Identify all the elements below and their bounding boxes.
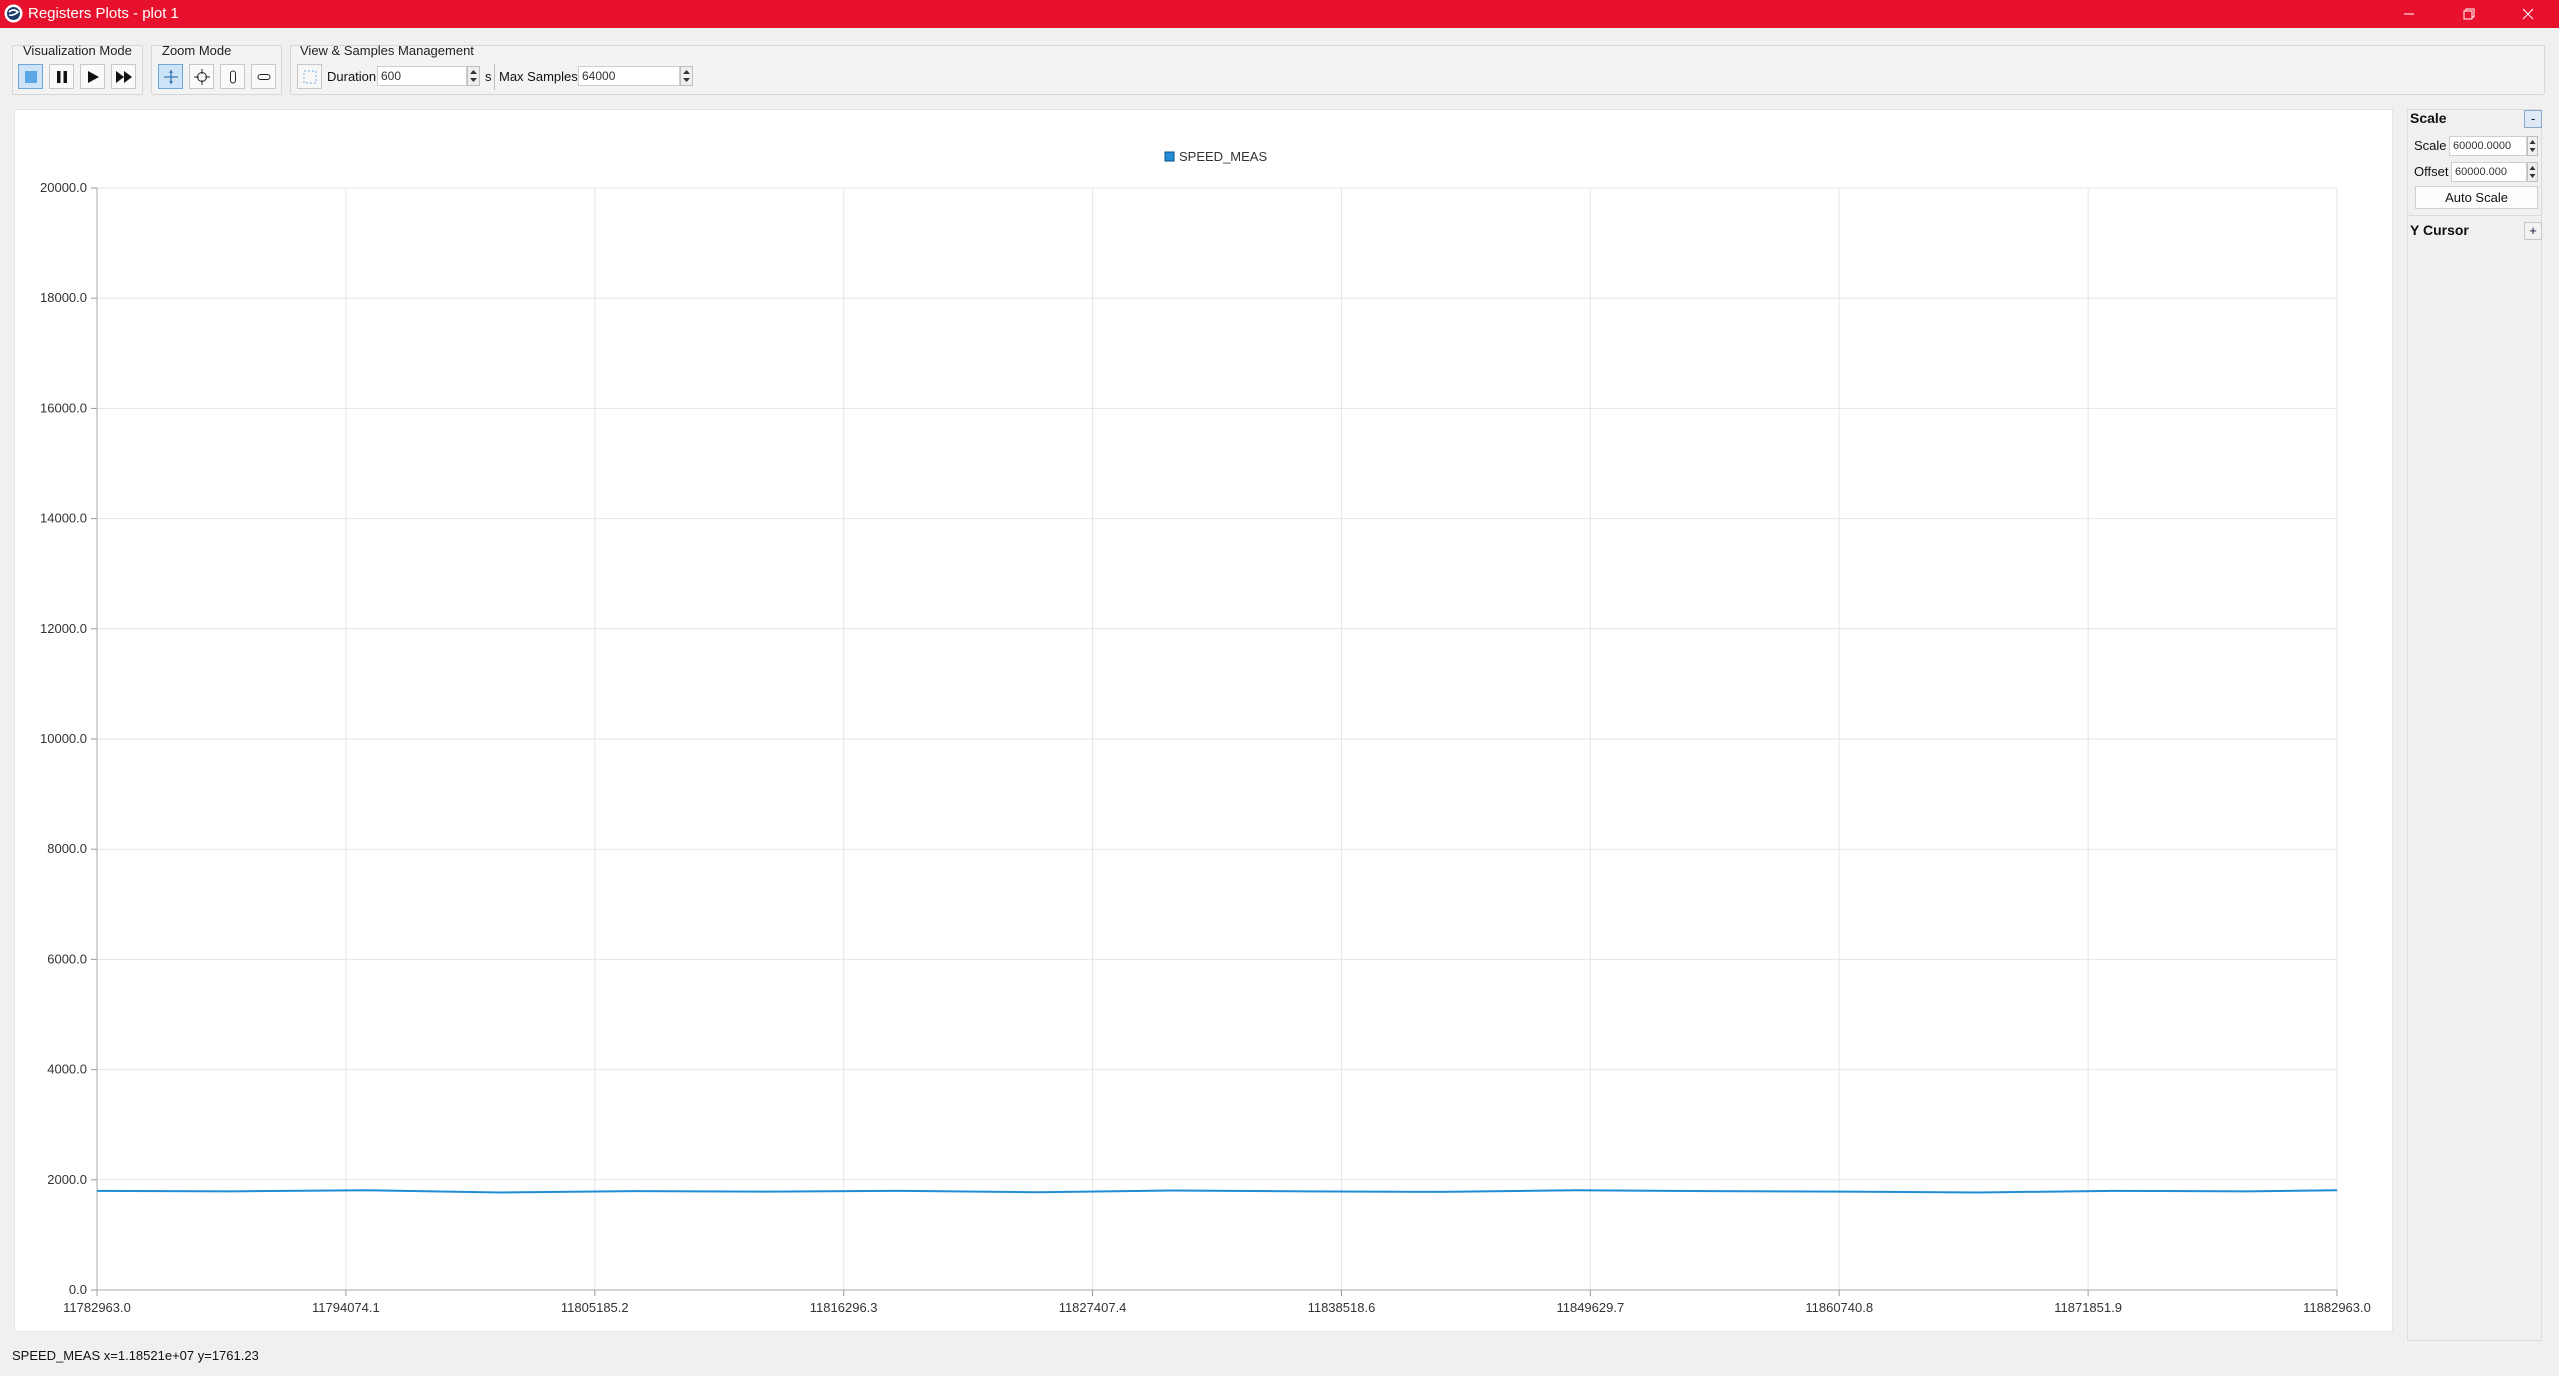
zoom-horizontal-icon [257, 73, 270, 80]
x-tick-label: 11838518.6 [1308, 1300, 1376, 1315]
offset-label: Offset [2414, 164, 2449, 179]
minimize-button[interactable] [2381, 0, 2437, 28]
zoom-x-button[interactable] [251, 64, 276, 89]
fast-forward-icon [115, 70, 132, 83]
title-bar: Registers Plots - plot 1 [0, 0, 2559, 28]
restore-button[interactable] [2441, 0, 2497, 28]
status-bar: SPEED_MEAS x=1.18521e+07 y=1761.23 [12, 1348, 259, 1363]
chart-area[interactable]: 11782963.0 11794074.1 11805185.2 11816296.3… [14, 109, 2393, 1332]
max-samples-label: Max Samples [499, 69, 578, 84]
crosshair-icon [193, 68, 210, 85]
zoom-xy-icon [163, 69, 178, 84]
x-tick-label: 11794074.1 [312, 1300, 380, 1315]
pause-icon [56, 70, 67, 83]
max-samples-input[interactable]: 64000 [578, 66, 680, 86]
close-button[interactable] [2500, 0, 2556, 28]
y-tick-label: 18000.0 [40, 290, 87, 305]
stop-icon [24, 70, 37, 83]
play-button[interactable] [80, 64, 105, 89]
x-tick-label: 11816296.3 [810, 1300, 878, 1315]
right-panel: Scale - Scale 60000.0000 Offset 60000.00… [2407, 109, 2542, 1341]
visualization-mode-label: Visualization Mode [23, 43, 132, 58]
zoom-pan-button[interactable] [189, 64, 214, 89]
fast-forward-button[interactable] [111, 64, 136, 89]
y-tick-label: 8000.0 [47, 841, 87, 856]
spin-arrows-icon [2529, 140, 2536, 152]
auto-scale-button[interactable]: Auto Scale [2415, 186, 2538, 209]
scale-spin-arrows[interactable] [2527, 136, 2538, 156]
divider [2408, 215, 2541, 216]
y-tick-label: 0.0 [69, 1282, 87, 1297]
y-tick-label: 20000.0 [40, 180, 87, 195]
y-tick-label: 6000.0 [47, 951, 87, 966]
x-tick-label: 11827407.4 [1059, 1300, 1127, 1315]
y-cursor-header: Y Cursor [2410, 222, 2469, 238]
minimize-icon [2404, 13, 2414, 15]
y-cursor-expand-button[interactable]: + [2524, 222, 2542, 240]
window-title: Registers Plots - plot 1 [28, 5, 179, 22]
zoom-xy-button[interactable] [158, 64, 183, 89]
restore-icon [2463, 8, 2475, 20]
x-tick-label: 11782963.0 [63, 1300, 131, 1315]
fit-view-icon [303, 70, 316, 83]
fit-view-button[interactable] [297, 64, 322, 89]
y-tick-label: 16000.0 [40, 400, 87, 415]
spin-arrows-icon [683, 70, 690, 82]
play-icon [87, 70, 99, 83]
view-samples-label: View & Samples Management [300, 43, 474, 58]
scale-input[interactable]: 60000.0000 [2449, 136, 2527, 156]
scale-header: Scale [2410, 110, 2447, 126]
zoom-mode-label: Zoom Mode [162, 43, 232, 58]
close-icon [2522, 8, 2534, 20]
app-logo-icon [4, 4, 23, 23]
y-tick-label: 12000.0 [40, 621, 87, 636]
spin-arrows-icon [470, 70, 477, 82]
duration-unit: s [485, 69, 492, 84]
zoom-vertical-icon [229, 70, 236, 83]
x-tick-label: 11849629.7 [1556, 1300, 1624, 1315]
y-tick-label: 2000.0 [47, 1172, 87, 1187]
speed-chart[interactable]: 11782963.0 11794074.1 11805185.2 11816296.3… [15, 110, 2392, 1331]
y-tick-label: 14000.0 [40, 511, 87, 526]
stop-button[interactable] [18, 64, 43, 89]
y-tick-label: 4000.0 [47, 1062, 87, 1077]
duration-spin-arrows[interactable] [467, 66, 480, 86]
y-tick-label: 10000.0 [40, 731, 87, 746]
duration-input[interactable]: 600 [377, 66, 467, 86]
legend-label: SPEED_MEAS [1179, 149, 1267, 164]
offset-input[interactable]: 60000.000 [2451, 162, 2527, 182]
spin-arrows-icon [2529, 166, 2536, 178]
scale-label: Scale [2414, 138, 2447, 153]
zoom-y-button[interactable] [220, 64, 245, 89]
series-line-speed-meas [96, 1189, 2338, 1194]
scale-collapse-button[interactable]: - [2524, 110, 2542, 128]
legend-swatch [1164, 151, 1175, 162]
x-tick-label: 11805185.2 [561, 1300, 629, 1315]
pause-button[interactable] [49, 64, 74, 89]
x-tick-label: 11871851.9 [2054, 1300, 2122, 1315]
x-tick-label: 11860740.8 [1805, 1300, 1873, 1315]
separator [494, 64, 495, 90]
max-samples-spin-arrows[interactable] [680, 66, 693, 86]
x-tick-label: 11882963.0 [2303, 1300, 2371, 1315]
duration-label: Duration [327, 69, 377, 84]
offset-spin-arrows[interactable] [2527, 162, 2538, 182]
